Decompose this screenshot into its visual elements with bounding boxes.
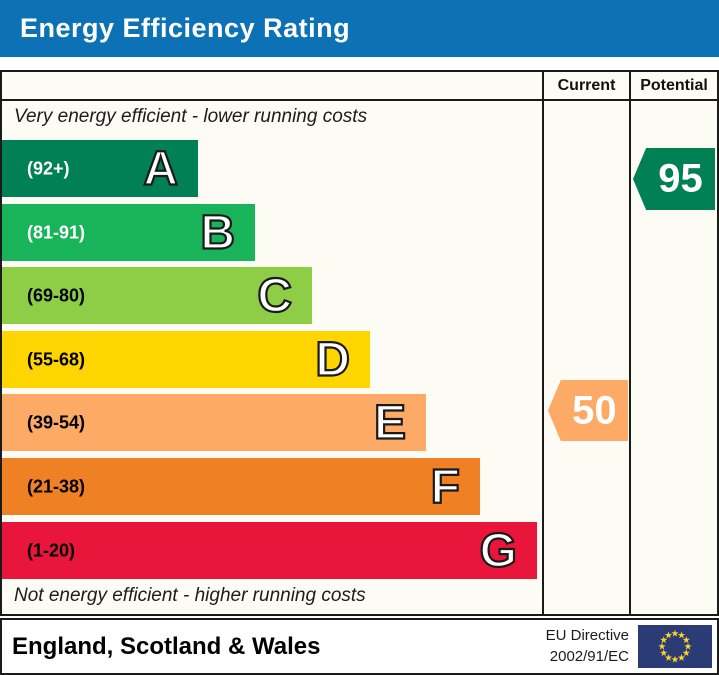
band-f-letter: F [430,459,462,514]
band-d-range: (55-68) [27,349,86,369]
band-g-letter: G [479,523,519,578]
header-row-divider [2,99,717,101]
eu-directive-label: EU Directive 2002/91/EC [546,625,629,667]
band-c-range: (69-80) [27,285,86,305]
column-header-current: Current [557,77,616,94]
band-c-letter: C [256,268,293,323]
band-c: (69-80) C [2,267,312,324]
rating-table: Current Potential Very energy efficient … [0,70,719,616]
potential-rating-arrow: 95 [633,148,715,210]
band-a-range: (92+) [27,158,70,178]
current-rating-value: 50 [572,388,617,432]
footer-bar: England, Scotland & Wales EU Directive 2… [0,618,719,675]
eu-directive-line2: 2002/91/EC [549,648,629,665]
title-banner: Energy Efficiency Rating [0,0,719,57]
band-e-letter: E [373,395,407,450]
column-divider-potential [629,72,631,614]
note-not-efficient: Not energy efficient - higher running co… [14,585,366,606]
band-a: (92+) A [2,140,198,197]
current-rating-arrow: 50 [548,380,628,441]
band-d-letter: D [314,332,351,387]
band-a-letter: A [142,141,179,196]
eu-flag-icon [638,625,712,668]
band-b: (81-91) B [2,204,255,261]
band-f: (21-38) F [2,458,480,515]
column-divider-current [542,72,544,614]
column-header-potential: Potential [640,77,708,94]
eu-directive-line1: EU Directive [545,627,629,644]
note-very-efficient: Very energy efficient - lower running co… [14,106,368,127]
band-g: (1-20) G [2,522,537,579]
band-b-range: (81-91) [27,222,86,242]
band-f-range: (21-38) [27,476,86,496]
band-d: (55-68) D [2,331,370,388]
region-label: England, Scotland & Wales [12,633,321,660]
band-e-range: (39-54) [27,412,86,432]
band-e: (39-54) E [2,394,426,451]
potential-rating-value: 95 [658,156,703,201]
band-g-range: (1-20) [27,540,76,560]
band-b-letter: B [199,205,236,260]
page-title: Energy Efficiency Rating [20,13,351,43]
